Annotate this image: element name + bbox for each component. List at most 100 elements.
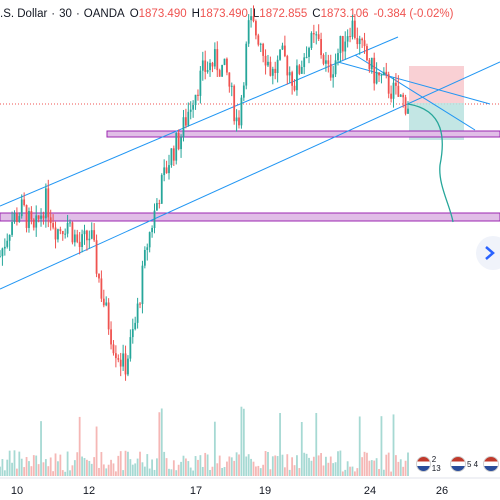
volume-bar <box>153 469 156 476</box>
candle-body <box>114 353 117 359</box>
candle-body <box>119 359 122 367</box>
volume-bar <box>40 421 42 476</box>
candle-body <box>281 45 284 50</box>
volume-bar <box>8 450 11 476</box>
volume-bar <box>44 459 47 476</box>
volume-bar <box>218 455 221 476</box>
play-button[interactable] <box>476 236 500 270</box>
candle-body <box>1 248 4 257</box>
event-badge-text: 5 4 <box>466 459 479 469</box>
candle-body <box>346 36 349 42</box>
candle-body <box>387 74 390 94</box>
volume-bar <box>296 455 298 476</box>
volume-bar <box>240 406 243 476</box>
volume-bar <box>78 416 81 476</box>
volume-bar <box>23 467 26 476</box>
candle-body <box>192 105 195 110</box>
candle-body <box>361 38 364 41</box>
candle-body <box>141 265 144 305</box>
candle-body <box>303 57 306 68</box>
volume-bar <box>250 458 252 476</box>
candle-body <box>177 132 180 150</box>
candle-body <box>353 20 356 39</box>
candle-body <box>168 165 170 174</box>
candle-body <box>325 60 327 64</box>
candle-body <box>172 148 175 161</box>
candle-body <box>370 57 373 70</box>
volume-bar <box>325 456 327 476</box>
volume-bar <box>223 467 226 476</box>
candle-body <box>49 217 52 224</box>
symbol-name: .S. Dollar <box>0 8 48 20</box>
volume-bar <box>88 460 91 476</box>
volume-bar <box>305 453 308 476</box>
candle-body <box>320 39 322 56</box>
volume-bar <box>322 465 325 476</box>
candle-body <box>0 256 1 258</box>
event-flag-3[interactable] <box>482 455 500 473</box>
volume-bar <box>327 462 330 476</box>
volume-bar <box>20 458 23 476</box>
volume-bar <box>197 459 199 476</box>
candle-body <box>288 72 291 76</box>
candle-body <box>252 16 255 22</box>
volume-bar <box>182 455 185 476</box>
volume-bar <box>131 464 134 476</box>
interval: 30 <box>59 8 72 20</box>
volume-bar <box>399 459 402 476</box>
candle-body <box>13 213 16 222</box>
candle-body <box>59 229 62 231</box>
volume-bar <box>380 416 383 476</box>
candle-body <box>204 60 207 72</box>
volume-bar <box>52 471 55 476</box>
candle-body <box>64 233 67 235</box>
candle-body <box>165 167 168 174</box>
volume-bar <box>102 464 105 476</box>
candle-body <box>44 188 47 219</box>
volume-bar <box>230 457 233 476</box>
candle-body <box>255 21 257 36</box>
volume-bar <box>136 458 139 476</box>
open-value: 1873.490 <box>138 8 187 20</box>
volume-bar <box>337 451 339 476</box>
change-value: -0.384 (-0.02%) <box>373 8 454 20</box>
volume-bar <box>235 452 238 476</box>
candle-body <box>199 70 202 96</box>
event-flag-2[interactable]: 5 4 <box>449 455 479 473</box>
high-label: H <box>191 8 200 20</box>
candle-body <box>341 36 344 52</box>
volume-bar <box>187 461 190 476</box>
candle-body <box>399 94 402 97</box>
volume-bar <box>334 462 337 476</box>
volume-bar <box>54 453 57 476</box>
data-source: OANDA <box>83 8 125 20</box>
candle-body <box>20 199 23 217</box>
volume-bar <box>286 454 289 476</box>
volume-bar <box>129 459 132 476</box>
low-value: 1872.855 <box>259 8 308 20</box>
candle-body <box>151 227 153 233</box>
candles-layer <box>0 5 409 381</box>
volume-bar <box>267 451 269 476</box>
event-flag-1[interactable]: 2 13 <box>416 455 446 473</box>
candle-body <box>242 85 245 98</box>
volume-bar <box>105 468 108 476</box>
volume-bar <box>192 470 195 476</box>
candle-body <box>247 20 250 44</box>
volume-bar <box>81 456 83 476</box>
candle-body <box>122 353 125 367</box>
candle-body <box>259 43 262 45</box>
candle-body <box>296 65 298 91</box>
candle-body <box>110 329 112 345</box>
stop-loss-zone <box>409 66 464 103</box>
candle-body <box>81 234 83 247</box>
volume-bar <box>310 460 313 476</box>
volume-bar <box>300 421 303 476</box>
volume-bar <box>139 451 141 476</box>
candle-body <box>378 72 380 76</box>
candle-body <box>54 227 57 240</box>
volume-bar <box>407 452 409 476</box>
candle-body <box>308 47 310 57</box>
volume-bar <box>375 458 378 476</box>
